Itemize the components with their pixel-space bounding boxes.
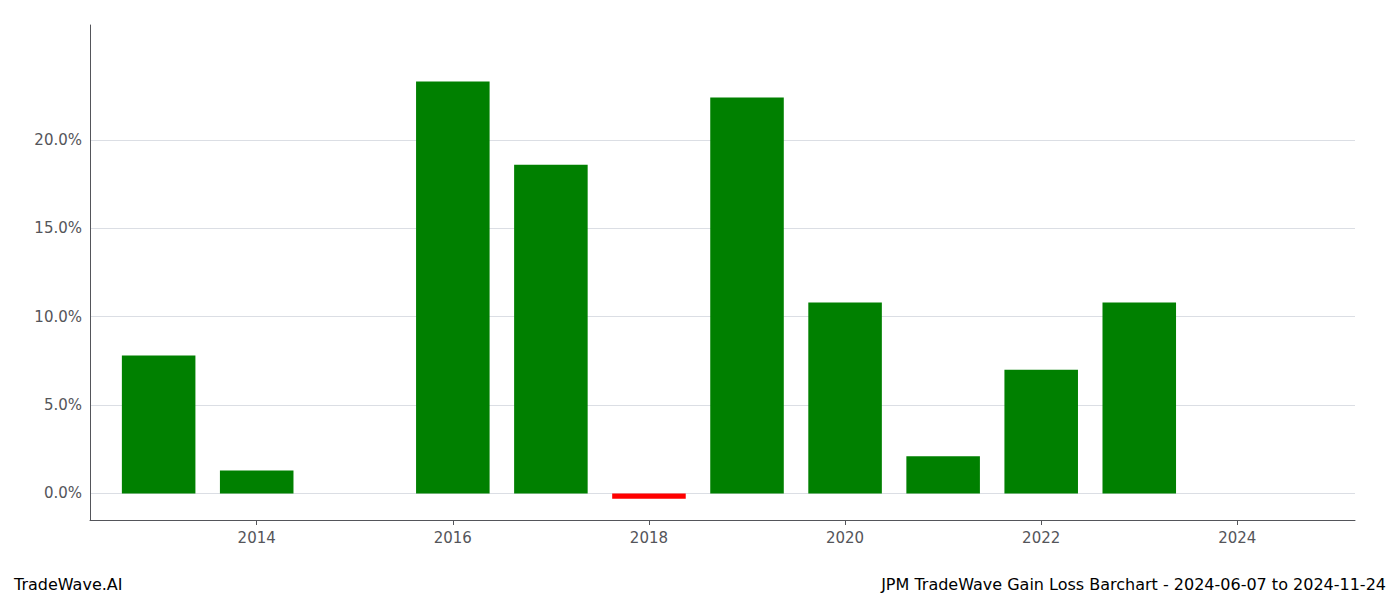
svg-text:20.0%: 20.0% (34, 131, 82, 149)
svg-text:2020: 2020 (826, 529, 864, 547)
svg-text:10.0%: 10.0% (34, 308, 82, 326)
svg-text:2022: 2022 (1022, 529, 1060, 547)
svg-text:JPM TradeWave Gain Loss Barcha: JPM TradeWave Gain Loss Barchart - 2024-… (880, 575, 1386, 594)
svg-text:0.0%: 0.0% (44, 484, 82, 502)
svg-text:2018: 2018 (630, 529, 668, 547)
svg-text:5.0%: 5.0% (44, 396, 82, 414)
svg-text:TradeWave.AI: TradeWave.AI (13, 575, 122, 594)
svg-text:2014: 2014 (238, 529, 276, 547)
svg-text:2024: 2024 (1218, 529, 1256, 547)
svg-text:15.0%: 15.0% (34, 219, 82, 237)
svg-text:2016: 2016 (434, 529, 472, 547)
